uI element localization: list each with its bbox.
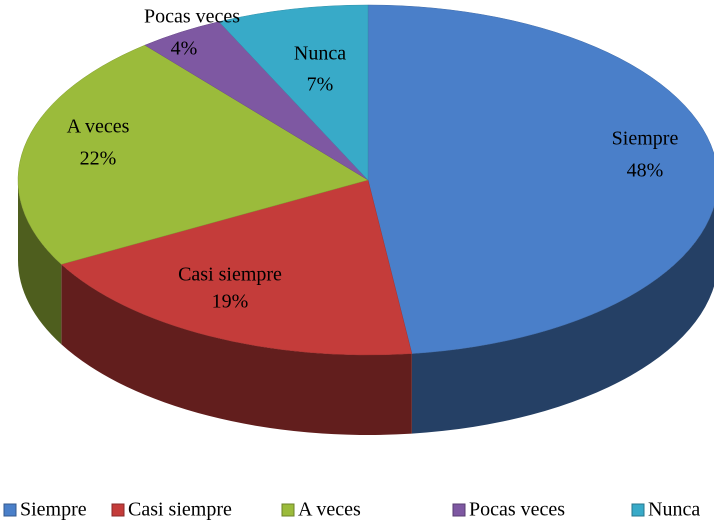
legend-swatch — [281, 503, 295, 517]
legend-label: Nunca — [648, 499, 700, 521]
legend-item: Casi siempre — [111, 499, 232, 521]
legend-swatch — [3, 503, 17, 517]
legend-label: Siempre — [20, 499, 87, 521]
data-label-name: Casi siempre — [178, 264, 282, 286]
slice-side — [411, 206, 714, 434]
legend-label: Pocas veces — [469, 499, 565, 521]
data-label-name: A veces — [67, 116, 130, 138]
legend-swatch — [111, 503, 125, 517]
data-label-value: 22% — [80, 148, 117, 170]
slice-side — [18, 180, 62, 345]
legend-swatch — [452, 503, 466, 517]
slice — [17, 44, 369, 265]
slice — [60, 179, 413, 356]
data-label-value: 4% — [171, 38, 198, 60]
data-label-name: Siempre — [612, 128, 679, 150]
data-label-value: 48% — [627, 160, 664, 182]
data-label-value: 7% — [307, 74, 334, 96]
slice-side — [61, 264, 412, 436]
legend-label: A veces — [298, 499, 361, 521]
slice — [218, 4, 369, 181]
data-label-name: Nunca — [294, 43, 346, 65]
data-label-name: Pocas veces — [144, 6, 240, 28]
legend-item: Nunca — [631, 499, 700, 521]
legend-label: Casi siempre — [128, 499, 232, 521]
legend-swatch — [631, 503, 645, 517]
legend-item: Pocas veces — [452, 499, 565, 521]
data-label-value: 19% — [212, 291, 249, 313]
legend-item: A veces — [281, 499, 361, 521]
slice — [367, 4, 714, 354]
legend-item: Siempre — [3, 499, 87, 521]
